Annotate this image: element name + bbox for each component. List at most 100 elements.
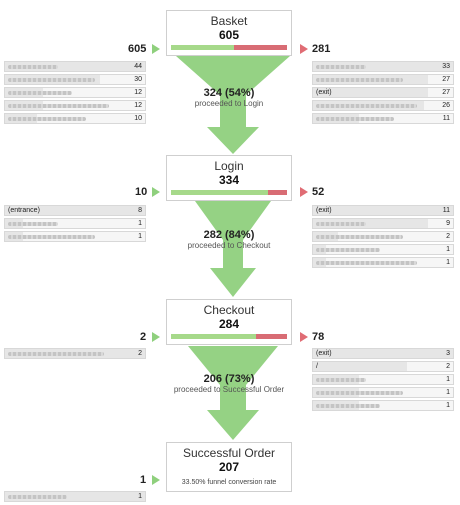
exits-row-bar	[313, 62, 453, 71]
sources-row-label: (entrance)	[8, 207, 40, 214]
transition-value: 282 (84%)	[203, 229, 255, 241]
step-basket[interactable]: Basket 605	[166, 10, 292, 56]
exits-row-value: 27	[442, 76, 450, 83]
transition-3: 206 (73%) proceeded to Successful Order	[166, 373, 292, 395]
step-count: 605	[218, 28, 240, 42]
redacted-label	[8, 117, 86, 121]
exits-row[interactable]: 1	[312, 387, 454, 398]
redacted-label	[316, 404, 380, 408]
sources-row-value: 1	[138, 220, 142, 227]
redacted-label	[316, 248, 380, 252]
step-checkout[interactable]: Checkout 284	[166, 299, 292, 345]
exits-row-bar	[313, 206, 453, 215]
sources-row-value: 30	[134, 76, 142, 83]
sources-table-login: (entrance) 8 1 1	[4, 205, 146, 244]
sources-row-value: 12	[134, 89, 142, 96]
entries-count: 2	[140, 331, 147, 343]
exits-row-label: (exit)	[316, 207, 332, 214]
sources-row[interactable]: 12	[4, 100, 146, 111]
step-bar	[171, 45, 287, 50]
exits-row[interactable]: 1	[312, 244, 454, 255]
exits-row-bar	[313, 88, 428, 97]
entry-arrow-icon	[152, 475, 160, 485]
sources-table-basket: 44 30 12 12 10	[4, 61, 146, 126]
funnel-shape-2	[195, 201, 271, 297]
conversion-rate: 33.50% funnel conversion rate	[181, 479, 277, 486]
exits-row[interactable]: /2	[312, 361, 454, 372]
exits-table-login: (exit) 11 9 2 1 1	[312, 205, 454, 270]
transition-label: proceeded to Login	[194, 99, 264, 108]
exits-row-bar	[313, 219, 428, 228]
step-login[interactable]: Login 334	[166, 155, 292, 201]
exits-row[interactable]: 1	[312, 400, 454, 411]
sources-row[interactable]: 1	[4, 218, 146, 229]
exits-row-bar	[313, 362, 407, 371]
sources-row-value: 1	[138, 493, 142, 500]
exits-row-label: (exit)	[316, 350, 332, 357]
sources-row-value: 44	[134, 63, 142, 70]
exits-row[interactable]: 1	[312, 374, 454, 385]
redacted-label	[316, 235, 403, 239]
sources-row[interactable]: 1	[4, 231, 146, 242]
redacted-label	[316, 117, 394, 121]
sources-row-value: 8	[138, 207, 142, 214]
redacted-label	[316, 378, 366, 382]
redacted-label	[316, 261, 417, 265]
exits-row-value: 33	[442, 63, 450, 70]
redacted-label	[316, 391, 403, 395]
exits-row[interactable]: 33	[312, 61, 454, 72]
funnel-shape-3	[188, 346, 278, 440]
transition-value: 206 (73%)	[203, 373, 255, 385]
sources-row-value: 12	[134, 102, 142, 109]
exits-row[interactable]: 1	[312, 257, 454, 268]
redacted-label	[8, 91, 72, 95]
transition-value: 324 (54%)	[203, 87, 255, 99]
step-bar-fill	[171, 334, 256, 339]
exits-row-bar	[313, 349, 453, 358]
sources-row-bar	[5, 492, 145, 501]
sources-row[interactable]: 12	[4, 87, 146, 98]
exit-arrow-icon	[300, 332, 308, 342]
sources-row[interactable]: 2	[4, 348, 146, 359]
sources-row[interactable]: 30	[4, 74, 146, 85]
sources-row-bar	[5, 206, 145, 215]
exits-row[interactable]: (exit) 27	[312, 87, 454, 98]
step-bar	[171, 334, 287, 339]
exits-row[interactable]: 2	[312, 231, 454, 242]
exits-row-value: 11	[442, 115, 450, 122]
exits-table-basket: 33 27 (exit) 27 26 11	[312, 61, 454, 126]
redacted-label	[8, 352, 104, 356]
exits-row-value: 2	[446, 233, 450, 240]
exits-count: 281	[312, 43, 331, 55]
entry-arrow-icon	[152, 187, 160, 197]
exits-row-label: /	[316, 363, 318, 370]
sources-row[interactable]: (entrance) 8	[4, 205, 146, 216]
exits-row[interactable]: 26	[312, 100, 454, 111]
exits-row[interactable]: (exit) 11	[312, 205, 454, 216]
transition-label: proceeded to Successful Order	[173, 385, 285, 394]
exits-row[interactable]: (exit) 3	[312, 348, 454, 359]
transition-label: proceeded to Checkout	[187, 241, 271, 250]
step-count: 334	[218, 173, 240, 187]
redacted-label	[8, 495, 67, 499]
sources-row-value: 2	[138, 350, 142, 357]
exits-count: 78	[312, 331, 325, 343]
exits-row[interactable]: 11	[312, 113, 454, 124]
exits-row[interactable]: 9	[312, 218, 454, 229]
step-count: 284	[218, 317, 240, 331]
exits-row-label: (exit)	[316, 89, 332, 96]
exits-row-value: 1	[446, 259, 450, 266]
exits-row[interactable]: 27	[312, 74, 454, 85]
exits-row-value: 11	[442, 207, 450, 214]
transition-1: 324 (54%) proceeded to Login	[166, 87, 292, 109]
sources-row[interactable]: 1	[4, 491, 146, 502]
step-successful-order[interactable]: Successful Order 207 33.50% funnel conve…	[166, 442, 292, 492]
sources-row-value: 10	[134, 115, 142, 122]
exits-row-value: 1	[446, 389, 450, 396]
sources-row[interactable]: 10	[4, 113, 146, 124]
exits-row-value: 3	[446, 350, 450, 357]
entry-arrow-icon	[152, 44, 160, 54]
sources-row[interactable]: 44	[4, 61, 146, 72]
redacted-label	[316, 78, 403, 82]
